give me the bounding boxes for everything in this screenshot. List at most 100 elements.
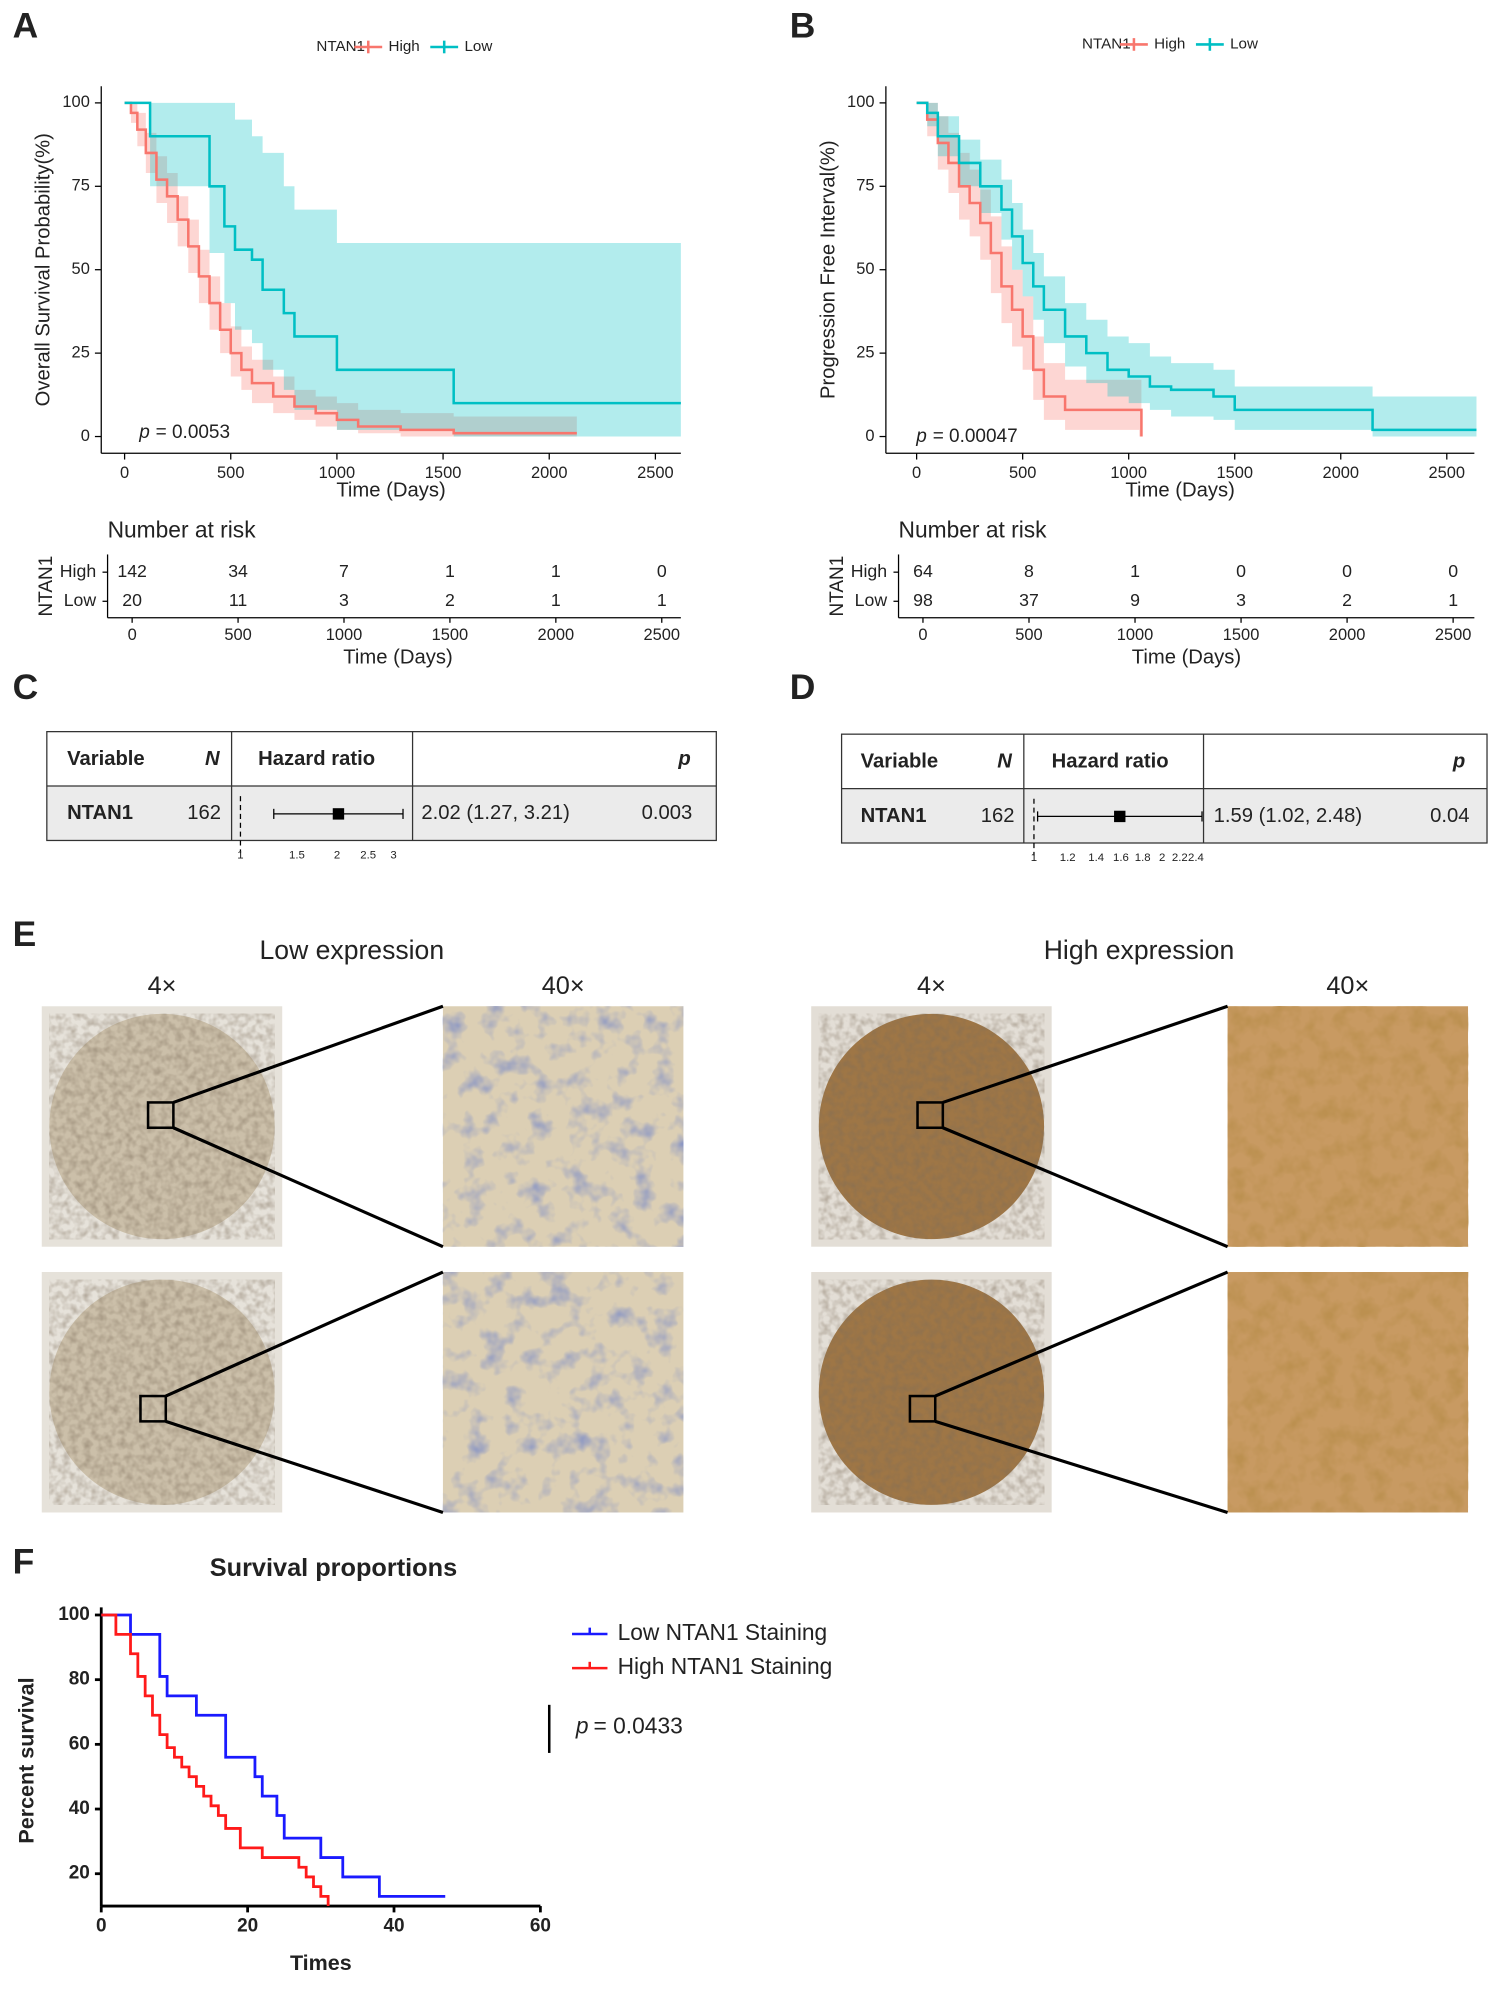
legend-label: High NTAN1 Staining xyxy=(618,1653,833,1679)
legend-label: Low xyxy=(1230,35,1258,52)
risk-x-tick-label: 2500 xyxy=(1435,626,1472,644)
zoom-texture xyxy=(1227,1006,1469,1247)
risk-count: 3 xyxy=(1236,590,1246,610)
x-tick-label: 1000 xyxy=(319,464,356,482)
y-tick-label: 100 xyxy=(62,93,89,111)
x-tick-label: 1500 xyxy=(425,464,462,482)
x-tick-label: 2000 xyxy=(1322,464,1359,482)
x-tick-label: 1500 xyxy=(1216,464,1253,482)
n: 162 xyxy=(981,805,1015,827)
magnification: 4× xyxy=(917,972,946,1000)
header: Variable xyxy=(67,748,145,770)
survival-curve xyxy=(101,1613,330,1907)
risk-row-label: Low xyxy=(855,590,888,610)
p-symbol: p xyxy=(575,1713,589,1739)
panel-label: E xyxy=(13,914,37,954)
y-tick-label: 50 xyxy=(856,260,874,278)
risk-count: 9 xyxy=(1130,590,1140,610)
n: 162 xyxy=(187,802,221,824)
y-tick-label: 40 xyxy=(69,1798,90,1819)
y-tick-label: 100 xyxy=(847,93,874,111)
confidence-band xyxy=(124,102,681,437)
forest-tick-label: 1.2 xyxy=(1060,852,1076,864)
risk-x-tick-label: 0 xyxy=(918,626,927,644)
y-tick-label: 20 xyxy=(69,1863,90,1884)
risk-count: 1 xyxy=(445,561,455,581)
header: N xyxy=(997,750,1012,772)
x-tick-label: 2000 xyxy=(531,464,568,482)
header: Hazard ratio xyxy=(1052,750,1169,772)
group-title: Low expression xyxy=(260,935,445,965)
risk-x-tick-label: 500 xyxy=(224,626,251,644)
risk-count: 98 xyxy=(913,590,933,610)
risk-count: 1 xyxy=(1130,561,1140,581)
y-axis-label: Overall Survival Probability(%) xyxy=(33,133,55,406)
risk-count: 0 xyxy=(1236,561,1246,581)
zoom-line xyxy=(165,1419,444,1514)
p-value: 0.04 xyxy=(1430,805,1469,827)
y-tick-label: 0 xyxy=(865,427,874,445)
panel-label: C xyxy=(13,667,39,707)
header: p xyxy=(1452,750,1465,772)
zoom-line xyxy=(165,1270,444,1398)
y-tick-label: 60 xyxy=(69,1733,90,1754)
legend-label: High xyxy=(389,38,420,55)
p-symbol: p xyxy=(915,426,927,447)
survival-curve xyxy=(124,101,577,435)
risk-row-label: Low xyxy=(64,590,97,610)
x-tick-label: 500 xyxy=(217,464,244,482)
legend-title: NTAN1 xyxy=(316,38,365,55)
risk-count: 37 xyxy=(1019,590,1039,610)
magnification: 40× xyxy=(1326,972,1369,1000)
x-tick-label: 0 xyxy=(120,464,129,482)
header: Variable xyxy=(861,750,939,772)
variable: NTAN1 xyxy=(67,802,133,824)
panel-label: F xyxy=(13,1542,35,1582)
risk-count: 0 xyxy=(1448,561,1458,581)
zoom-box xyxy=(139,1394,168,1423)
risk-count: 0 xyxy=(657,561,667,581)
forest-tick-label: 2.2 xyxy=(1172,852,1188,864)
p-symbol: p xyxy=(138,422,150,443)
p-value: 0.003 xyxy=(642,802,693,824)
y-tick-label: 0 xyxy=(81,427,90,445)
risk-x-tick-label: 1500 xyxy=(432,626,469,644)
y-tick-label: 80 xyxy=(69,1669,90,1690)
risk-y-label: NTAN1 xyxy=(36,556,57,617)
forest-tick-label: 1.5 xyxy=(289,850,305,862)
risk-count: 3 xyxy=(339,590,349,610)
risk-row-label: High xyxy=(851,561,887,581)
forest-tick-label: 2 xyxy=(334,850,340,862)
y-tick-label: 50 xyxy=(72,260,90,278)
x-tick-label: 1000 xyxy=(1110,464,1147,482)
legend-label: High xyxy=(1154,35,1185,52)
tissue-texture xyxy=(818,1279,1045,1505)
risk-count: 20 xyxy=(122,590,142,610)
confidence-band xyxy=(916,102,1477,437)
confidence-band xyxy=(916,102,1142,437)
magnification: 4× xyxy=(148,972,177,1000)
y-axis-label: Progression Free Interval(%) xyxy=(817,140,839,399)
risk-count: 11 xyxy=(229,590,247,610)
tissue-texture xyxy=(49,1279,275,1505)
risk-count: 34 xyxy=(228,561,248,581)
x-axis-label: Times xyxy=(290,1951,352,1975)
risk-x-tick-label: 500 xyxy=(1015,626,1042,644)
risk-count: 64 xyxy=(913,561,933,581)
chart-title: Survival proportions xyxy=(210,1554,457,1582)
risk-x-label: Time (Days) xyxy=(1132,647,1241,669)
header: p xyxy=(677,748,690,770)
forest-tick-label: 1.4 xyxy=(1088,852,1104,864)
risk-x-tick-label: 0 xyxy=(128,626,137,644)
survival-curve xyxy=(916,101,1143,437)
x-tick-label: 2500 xyxy=(1429,464,1466,482)
y-axis-label: Percent survival xyxy=(15,1677,39,1843)
zoom-line xyxy=(942,1004,1229,1104)
risk-count: 7 xyxy=(339,561,349,581)
x-tick-label: 40 xyxy=(383,1915,404,1936)
zoom-line xyxy=(934,1270,1229,1398)
risk-x-tick-label: 2000 xyxy=(1329,626,1366,644)
risk-row-label: High xyxy=(60,561,96,581)
